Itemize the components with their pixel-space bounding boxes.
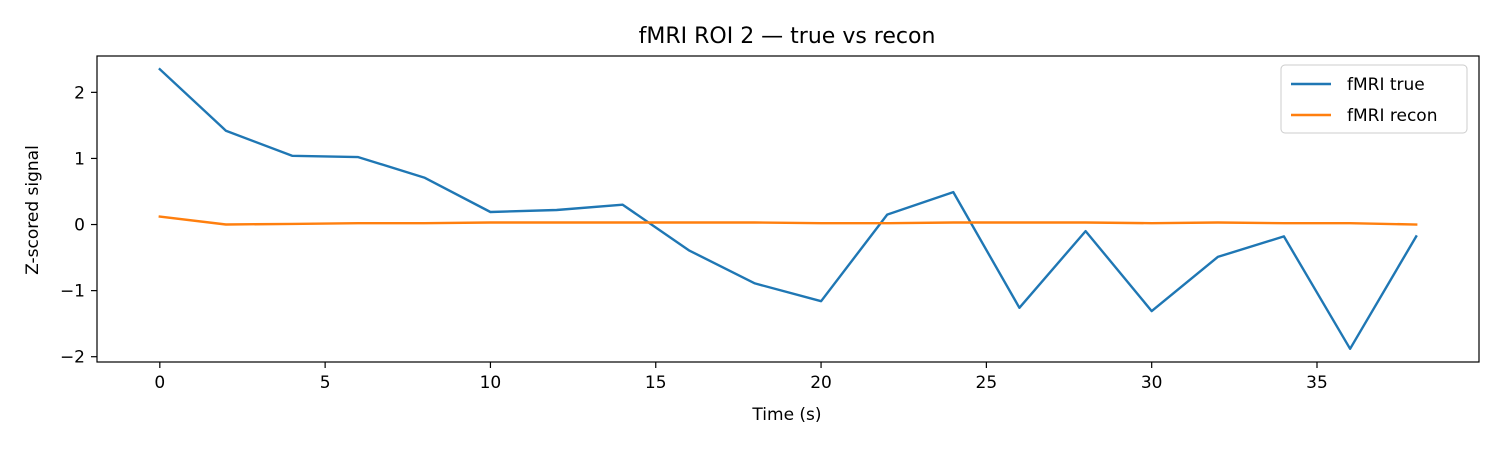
- x-tick-label: 20: [810, 373, 832, 393]
- x-axis-ticks: 0 5 10 15 20 25 30 35: [154, 362, 1328, 393]
- x-tick-label: 5: [320, 373, 331, 393]
- y-tick-label: −1: [60, 282, 85, 302]
- x-tick-label: 30: [1141, 373, 1163, 393]
- y-tick-label: 2: [74, 83, 85, 103]
- axes-frame: [96, 55, 1480, 363]
- plot-area: [96, 55, 1480, 363]
- series-lines: [158, 67, 1418, 350]
- x-tick-label: 10: [480, 373, 502, 393]
- y-tick-label: 0: [74, 216, 85, 236]
- y-tick-label: 1: [74, 149, 85, 169]
- y-axis-ticks: −2 −1 0 1 2: [60, 83, 97, 368]
- y-tick-label: −2: [60, 348, 85, 368]
- legend-label-true: fMRI true: [1347, 75, 1425, 95]
- legend: fMRI true fMRI recon: [1280, 64, 1468, 134]
- chart-title: fMRI ROI 2 — true vs recon: [639, 24, 936, 49]
- series-line-fmri-true: [158, 67, 1418, 350]
- x-axis-label: Time (s): [751, 405, 821, 425]
- series-line-fmri-recon: [158, 215, 1418, 226]
- x-tick-label: 0: [154, 373, 165, 393]
- x-tick-label: 25: [976, 373, 998, 393]
- x-tick-label: 15: [645, 373, 667, 393]
- x-tick-label: 35: [1306, 373, 1328, 393]
- legend-label-recon: fMRI recon: [1347, 106, 1437, 126]
- y-axis-label: Z-scored signal: [23, 145, 43, 275]
